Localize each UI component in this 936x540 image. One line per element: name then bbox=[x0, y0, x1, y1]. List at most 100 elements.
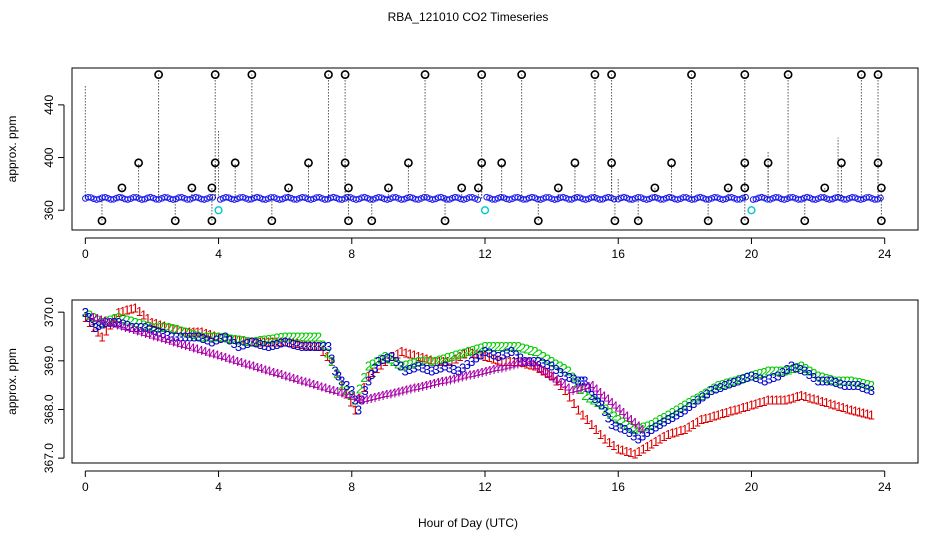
series-1-point: 1 bbox=[669, 426, 676, 441]
series-1-point: 1 bbox=[690, 417, 697, 432]
outlier-point bbox=[230, 158, 240, 168]
series-4-point: 4 bbox=[430, 376, 437, 391]
series-3-point: 3 bbox=[282, 334, 289, 349]
baseline-point bbox=[483, 193, 490, 201]
series-3-point: 3 bbox=[115, 315, 122, 330]
outlier-point bbox=[473, 183, 483, 193]
baseline-point bbox=[826, 196, 833, 203]
series-1-point: 1 bbox=[182, 325, 189, 340]
series-1-point: 1 bbox=[411, 348, 418, 363]
series-3-point: 3 bbox=[608, 417, 615, 432]
y-tick-label: 369.0 bbox=[42, 345, 56, 375]
baseline-point bbox=[178, 193, 185, 201]
series-3-point: 3 bbox=[570, 372, 577, 387]
series-3-point: 3 bbox=[535, 354, 542, 369]
series-2-point: 2 bbox=[698, 388, 705, 403]
series-3-point: 3 bbox=[92, 320, 99, 335]
series-3-point: 3 bbox=[788, 359, 795, 374]
series-2-point: 2 bbox=[565, 364, 572, 379]
series-2-point: 2 bbox=[319, 338, 326, 353]
series-2-point: 2 bbox=[544, 351, 551, 366]
series-2-point: 2 bbox=[715, 378, 722, 393]
baseline-point bbox=[330, 193, 337, 201]
series-1-point: 1 bbox=[423, 351, 430, 366]
series-1-point: 1 bbox=[456, 349, 463, 364]
series-4-point: 4 bbox=[269, 365, 276, 380]
series-4-point: 4 bbox=[564, 380, 571, 395]
series-4-point: 4 bbox=[108, 316, 115, 331]
y-axis-label: approx. ppm bbox=[5, 348, 19, 415]
series-4-point: 4 bbox=[378, 388, 385, 403]
series-3-point: 3 bbox=[639, 428, 646, 443]
series-3-point: 3 bbox=[477, 347, 484, 362]
series-4-point: 4 bbox=[619, 405, 626, 420]
series-3-point: 3 bbox=[588, 388, 595, 403]
series-3-point: 3 bbox=[173, 329, 180, 344]
series-1-point: 1 bbox=[839, 400, 846, 415]
series-2-point: 2 bbox=[157, 320, 164, 335]
series-4-point: 4 bbox=[453, 371, 460, 386]
series-1-point: 1 bbox=[232, 332, 239, 347]
baseline-point bbox=[789, 193, 797, 201]
series-2-point: 2 bbox=[119, 311, 126, 326]
series-1-point: 1 bbox=[575, 402, 582, 417]
baseline-point bbox=[307, 196, 315, 203]
series-4-point: 4 bbox=[144, 327, 151, 342]
series-4-point: 4 bbox=[410, 381, 417, 396]
series-3-point: 3 bbox=[495, 349, 502, 364]
series-4-point: 4 bbox=[124, 321, 131, 336]
series-1-point: 1 bbox=[148, 315, 155, 330]
series-3-point: 3 bbox=[617, 420, 624, 435]
series-2-point: 2 bbox=[356, 381, 363, 396]
series-1-point: 1 bbox=[681, 422, 688, 437]
series-2-point: 2 bbox=[515, 339, 522, 354]
series-3-point: 3 bbox=[186, 329, 193, 344]
series-1-point: 1 bbox=[511, 354, 518, 369]
series-2-point: 2 bbox=[456, 347, 463, 362]
series-4-point: 4 bbox=[390, 385, 397, 400]
series-4-point: 4 bbox=[273, 366, 280, 381]
series-3-point: 3 bbox=[252, 336, 259, 351]
series-3-point: 3 bbox=[850, 378, 857, 393]
baseline-point bbox=[688, 196, 696, 203]
series-2-point: 2 bbox=[273, 331, 280, 346]
x-tick-label: 24 bbox=[878, 480, 892, 494]
y-tick-label: 400 bbox=[42, 147, 56, 167]
series-2-point: 2 bbox=[257, 333, 264, 348]
series-4-point: 4 bbox=[317, 379, 324, 394]
series-3-point: 3 bbox=[261, 338, 268, 353]
series-3-point: 3 bbox=[774, 368, 781, 383]
series-1-point: 1 bbox=[465, 344, 472, 359]
series-2-point: 2 bbox=[685, 395, 692, 410]
series-3-point: 3 bbox=[585, 381, 592, 396]
series-3-point: 3 bbox=[630, 428, 637, 443]
outlier-point bbox=[763, 158, 773, 168]
series-3-point: 3 bbox=[358, 393, 365, 408]
series-4-point: 4 bbox=[540, 364, 547, 379]
series-1-point: 1 bbox=[223, 331, 230, 346]
series-4-point: 4 bbox=[607, 395, 614, 410]
series-4-point: 4 bbox=[329, 383, 336, 398]
series-3-point: 3 bbox=[581, 373, 588, 388]
series-3-point: 3 bbox=[854, 378, 861, 393]
series-3-point: 3 bbox=[578, 373, 585, 388]
series-2-point: 2 bbox=[536, 347, 543, 362]
series-1-point: 1 bbox=[660, 429, 667, 444]
series-2-point: 2 bbox=[844, 373, 851, 388]
series-2-point: 2 bbox=[244, 334, 251, 349]
outlier-point bbox=[324, 70, 333, 79]
series-4-point: 4 bbox=[253, 360, 260, 375]
series-1-point: 1 bbox=[823, 395, 830, 410]
y-axis-label: approx. ppm bbox=[5, 116, 19, 183]
series-1-point: 1 bbox=[860, 405, 867, 420]
series-1-point: 1 bbox=[640, 441, 647, 456]
series-2-point: 2 bbox=[744, 370, 751, 385]
series-1-point: 1 bbox=[673, 424, 680, 439]
series-4-point: 4 bbox=[354, 391, 361, 406]
series-1-point: 1 bbox=[802, 389, 809, 404]
series-3-point: 3 bbox=[557, 365, 564, 380]
outlier-point bbox=[210, 158, 220, 168]
series-3-point: 3 bbox=[217, 331, 224, 346]
series-2-point: 2 bbox=[856, 375, 863, 390]
